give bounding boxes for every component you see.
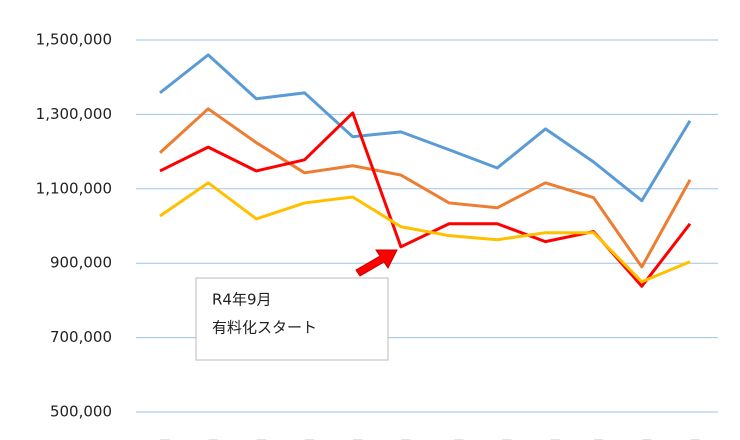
y-tick-label: 1,100,000: [36, 179, 112, 197]
x-tick-label: 5月: [196, 438, 221, 440]
line-series: [159, 181, 691, 284]
y-tick-label: 1,500,000: [36, 31, 112, 49]
y-tick-label: 700,000: [50, 328, 112, 346]
line-series: [158, 107, 692, 269]
annotation-text: R4年9月: [212, 291, 272, 309]
y-tick-label: 500,000: [50, 403, 112, 421]
annotation-text: 有料化スタート: [212, 319, 317, 337]
y-tick-label: 1,300,000: [36, 105, 112, 123]
x-tick-label: 7月: [292, 438, 317, 440]
x-tick-label: 10月: [432, 438, 466, 440]
annotation-arrow: [355, 249, 398, 277]
y-tick-label: 900,000: [50, 254, 112, 272]
x-tick-label: 2月: [630, 438, 655, 440]
x-tick-label: 12月: [528, 438, 562, 440]
x-tick-label: 4月: [148, 438, 173, 440]
x-tick-label: 9月: [389, 438, 414, 440]
annotation-box: [195, 277, 389, 361]
x-tick-label: 6月: [244, 438, 269, 440]
x-tick-label: 8月: [340, 438, 365, 440]
x-tick-label: 1月: [581, 438, 606, 440]
x-tick-label: 3月: [678, 438, 703, 440]
x-tick-label: 11月: [480, 438, 514, 440]
line-series: [159, 53, 692, 203]
